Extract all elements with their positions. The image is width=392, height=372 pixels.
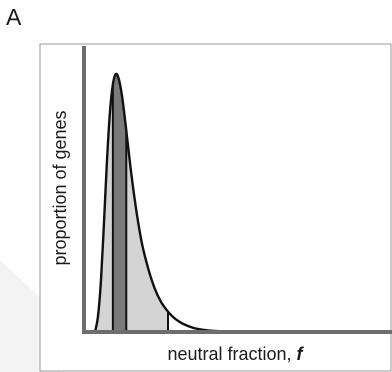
x-axis-label-text: neutral fraction,: [167, 344, 296, 364]
panel-label: A: [6, 4, 22, 30]
interval-boundaries: [111, 84, 170, 332]
x-axis-label-symbol: f: [297, 344, 305, 364]
y-axis-label: proportion of genes: [50, 110, 70, 265]
shaded-interval-2: [112, 74, 127, 332]
plot-frame: [39, 43, 392, 372]
x-axis-label: neutral fraction, f: [167, 344, 304, 364]
